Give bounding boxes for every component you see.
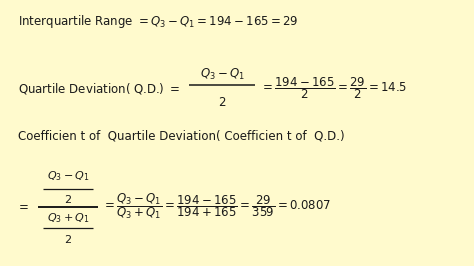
Text: $Q_3 + Q_1$: $Q_3 + Q_1$ xyxy=(46,211,89,225)
Text: $= \dfrac{Q_3 - Q_1}{Q_3 + Q_1} = \dfrac{194 - 165}{194 + 165} = \dfrac{29}{359}: $= \dfrac{Q_3 - Q_1}{Q_3 + Q_1} = \dfrac… xyxy=(102,191,331,221)
Text: $Q_3 - Q_1$: $Q_3 - Q_1$ xyxy=(46,169,89,183)
Text: $2$: $2$ xyxy=(64,233,72,245)
Text: $2$: $2$ xyxy=(218,95,226,109)
Text: Quartile Deviation( Q.D.) $=$: Quartile Deviation( Q.D.) $=$ xyxy=(18,81,180,95)
Text: Coefficien t of  Quartile Deviation( Coefficien t of  Q.D.): Coefficien t of Quartile Deviation( Coef… xyxy=(18,130,345,143)
Text: Interquartile Range $= Q_3 - Q_1 = 194 - 165 = 29$: Interquartile Range $= Q_3 - Q_1 = 194 -… xyxy=(18,13,298,30)
Text: $2$: $2$ xyxy=(64,193,72,205)
Text: $=$: $=$ xyxy=(16,200,29,213)
Text: $Q_3 - Q_1$: $Q_3 - Q_1$ xyxy=(200,66,245,82)
Text: $= \dfrac{194 - 165}{2} = \dfrac{29}{2} = 14.5$: $= \dfrac{194 - 165}{2} = \dfrac{29}{2} … xyxy=(260,75,407,101)
